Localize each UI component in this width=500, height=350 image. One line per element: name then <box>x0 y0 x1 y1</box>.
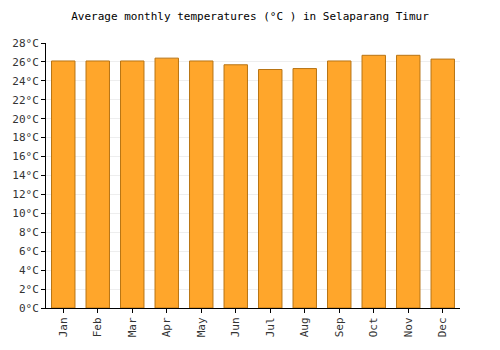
svg-text:Dec: Dec <box>436 317 449 337</box>
svg-text:Feb: Feb <box>91 317 104 337</box>
svg-text:28°C: 28°C <box>12 37 39 50</box>
svg-text:Mar: Mar <box>126 317 139 337</box>
svg-text:Jan: Jan <box>57 317 70 337</box>
svg-text:16°C: 16°C <box>12 150 39 163</box>
svg-text:Apr: Apr <box>160 317 173 337</box>
svg-text:Aug: Aug <box>298 317 311 337</box>
svg-text:Sep: Sep <box>333 317 346 337</box>
svg-text:22°C: 22°C <box>12 94 39 107</box>
svg-text:4°C: 4°C <box>19 264 39 277</box>
svg-text:20°C: 20°C <box>12 113 39 126</box>
svg-text:8°C: 8°C <box>19 226 39 239</box>
svg-text:May: May <box>195 317 208 337</box>
svg-text:2°C: 2°C <box>19 283 39 296</box>
svg-text:Nov: Nov <box>402 317 415 337</box>
svg-text:Jul: Jul <box>264 317 277 337</box>
svg-text:Oct: Oct <box>367 317 380 337</box>
svg-text:24°C: 24°C <box>12 75 39 88</box>
svg-text:14°C: 14°C <box>12 169 39 182</box>
svg-text:26°C: 26°C <box>12 56 39 69</box>
svg-text:12°C: 12°C <box>12 188 39 201</box>
svg-text:18°C: 18°C <box>12 131 39 144</box>
svg-text:10°C: 10°C <box>12 207 39 220</box>
svg-text:Jun: Jun <box>229 317 242 337</box>
svg-text:6°C: 6°C <box>19 245 39 258</box>
svg-text:Average monthly temperatures (: Average monthly temperatures (°C ) in Se… <box>71 10 429 23</box>
svg-text:0°C: 0°C <box>19 302 39 315</box>
